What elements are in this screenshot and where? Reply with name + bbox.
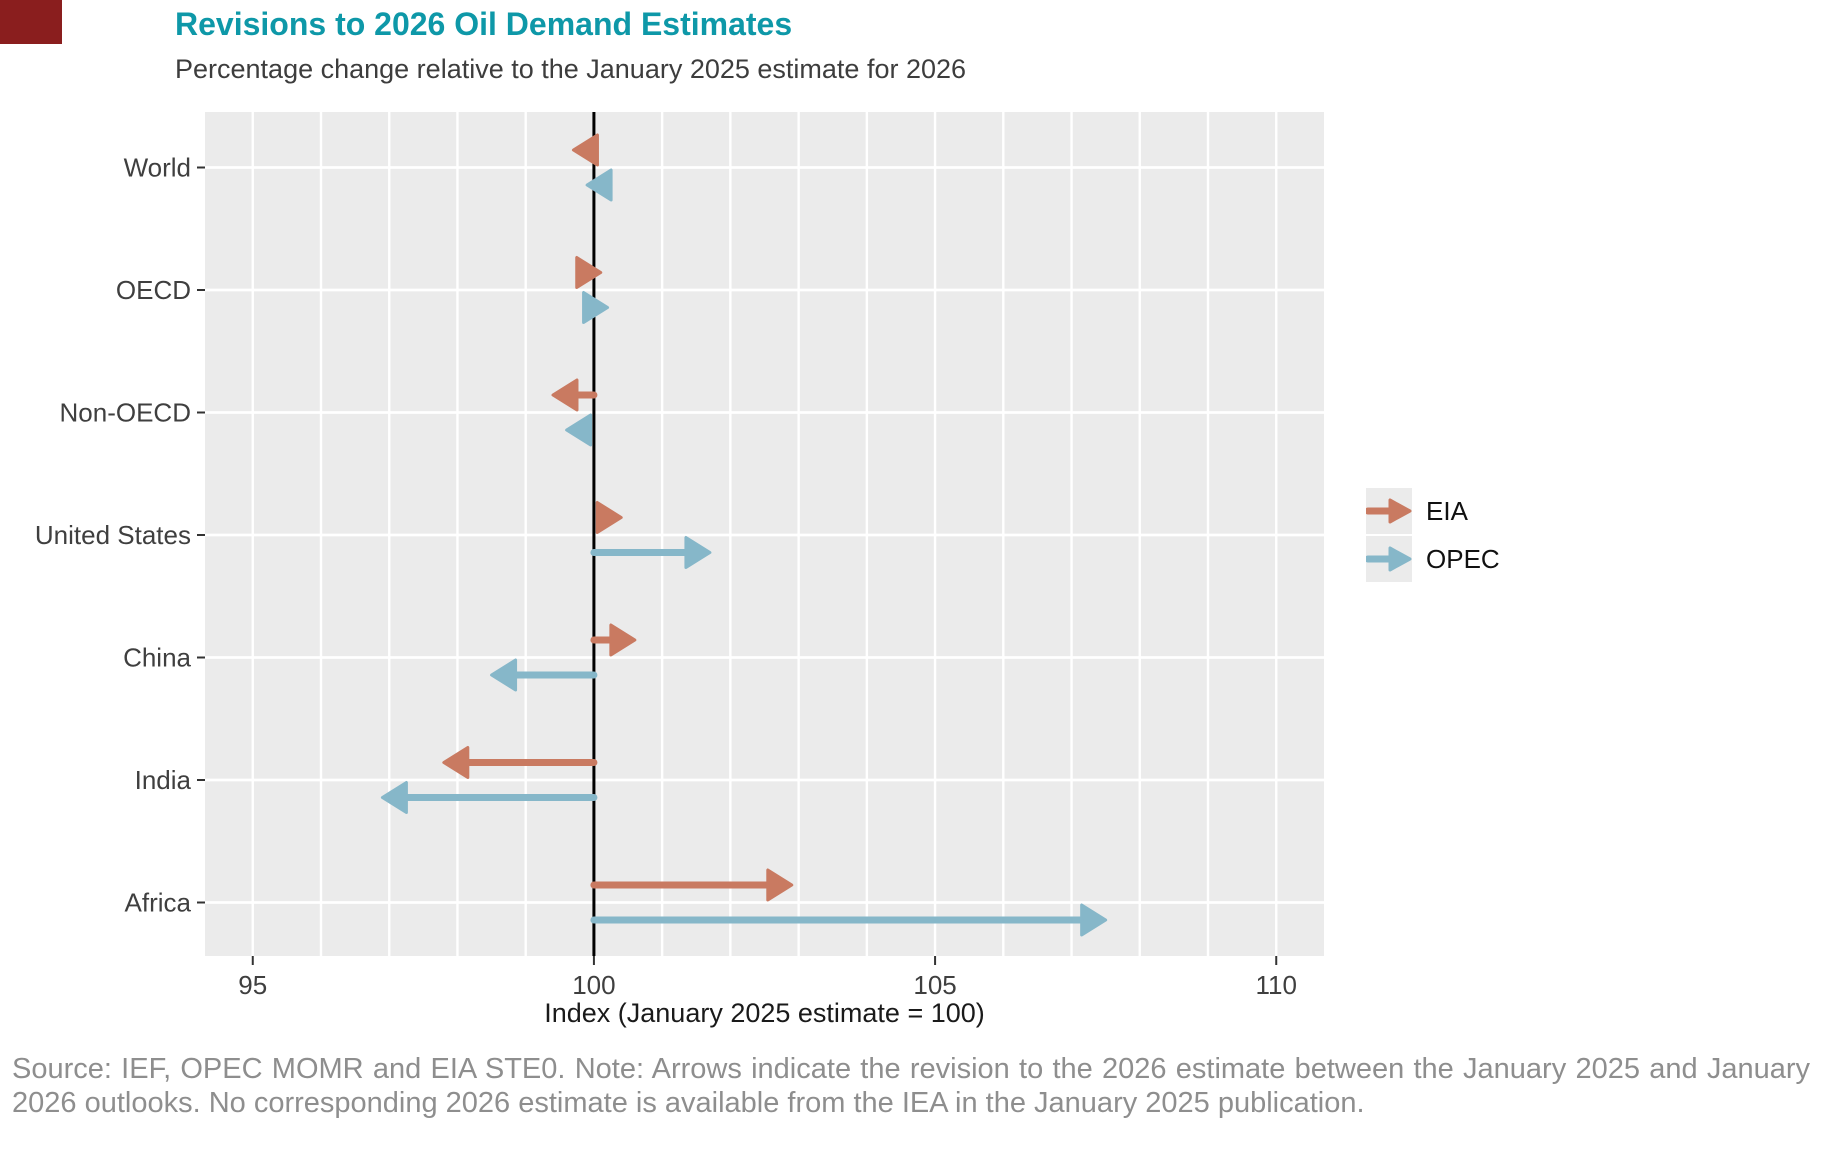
- arrow-opec-non-oecd-head: [565, 413, 593, 447]
- arrow-eia-united-states-head: [595, 501, 623, 534]
- category-label-africa: Africa: [125, 888, 192, 918]
- chart-title: Revisions to 2026 Oil Demand Estimates: [175, 6, 793, 42]
- arrow-opec-united-states-head: [684, 536, 712, 569]
- arrow-opec-oecd-head: [582, 291, 610, 324]
- arrow-opec-africa-head: [1080, 903, 1108, 937]
- opec-arrow-icon: [1366, 546, 1412, 572]
- chart-subtitle: Percentage change relative to the Januar…: [175, 54, 967, 84]
- legend: EIA OPEC: [1366, 487, 1500, 583]
- legend-label-eia: EIA: [1426, 495, 1468, 526]
- arrow-eia-oecd-head: [575, 256, 603, 289]
- x-tick-label-100: 100: [572, 970, 615, 1000]
- category-label-non-oecd: Non-OECD: [60, 398, 191, 428]
- arrow-eia-world-head: [571, 133, 599, 167]
- legend-key-opec: [1366, 536, 1412, 582]
- category-label-world: World: [124, 153, 191, 183]
- x-tick-label-110: 110: [1256, 970, 1297, 1000]
- legend-item-opec: OPEC: [1366, 535, 1500, 583]
- x-axis-title: Index (January 2025 estimate = 100): [544, 998, 985, 1028]
- arrow-chart: 95 100 105 110 World OECD Non-OECD United State…: [35, 112, 1324, 1028]
- x-tick-label-105: 105: [913, 970, 956, 1000]
- corner-brand-block: [0, 0, 62, 44]
- arrow-opec-india-head: [380, 781, 408, 814]
- x-tick-label-95: 95: [238, 970, 267, 1000]
- arrow-eia-china-head: [609, 623, 637, 657]
- legend-item-eia: EIA: [1366, 487, 1500, 535]
- category-label-oecd: OECD: [116, 275, 191, 305]
- arrow-eia-africa-head: [766, 868, 794, 902]
- arrow-opec-world-head: [585, 168, 613, 202]
- legend-key-eia: [1366, 488, 1412, 534]
- category-label-united-states: United States: [35, 520, 191, 550]
- category-label-china: China: [123, 643, 191, 673]
- legend-label-opec: OPEC: [1426, 543, 1500, 574]
- eia-arrow-icon: [1366, 498, 1412, 524]
- arrow-opec-china-head: [490, 658, 518, 692]
- arrow-eia-india-head: [442, 746, 470, 779]
- source-note: Source: IEF, OPEC MOMR and EIA STE0. Not…: [12, 1053, 1810, 1119]
- category-label-india: India: [135, 765, 192, 795]
- arrow-eia-non-oecd-head: [551, 378, 579, 412]
